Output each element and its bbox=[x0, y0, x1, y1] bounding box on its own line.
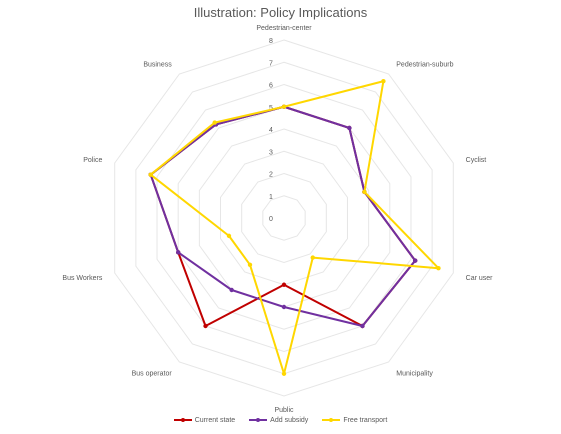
category-label: Bus operator bbox=[132, 371, 173, 378]
data-point bbox=[226, 233, 232, 239]
legend-item: Free transport bbox=[322, 416, 387, 424]
tick-label: 3 bbox=[269, 149, 273, 156]
data-point bbox=[281, 104, 287, 109]
tick-label: 5 bbox=[269, 105, 273, 112]
category-label: Public bbox=[274, 407, 294, 414]
data-point bbox=[412, 258, 418, 263]
category-labels: Pedestrian-center Pedestrian-suburb Cyclis… bbox=[62, 25, 493, 414]
series-line bbox=[149, 105, 417, 328]
legend-label: Add subsidy bbox=[270, 416, 309, 424]
tick-label: 0 bbox=[269, 216, 273, 223]
data-point bbox=[360, 323, 365, 329]
category-label: Police bbox=[83, 157, 102, 164]
data-point bbox=[175, 250, 181, 255]
data-point bbox=[310, 255, 315, 260]
grid-ring bbox=[262, 195, 306, 241]
grid-ring bbox=[177, 106, 391, 330]
grid-ring bbox=[114, 39, 454, 397]
data-point bbox=[281, 371, 287, 376]
data-point bbox=[381, 78, 386, 84]
legend: Current state Add subsidy Free transport bbox=[0, 416, 561, 424]
data-point bbox=[203, 323, 208, 329]
tick-label: 4 bbox=[269, 127, 273, 134]
tick-label: 7 bbox=[269, 60, 273, 67]
series-layer bbox=[148, 78, 441, 376]
data-point bbox=[347, 125, 352, 131]
chart-title: Illustration: Policy Implications bbox=[193, 5, 368, 20]
data-point bbox=[148, 172, 153, 177]
radial-tick-labels: 0 1 2 3 4 5 6 7 8 bbox=[269, 38, 273, 223]
data-point bbox=[362, 189, 367, 195]
legend-item: Add subsidy bbox=[249, 416, 308, 424]
tick-label: 6 bbox=[269, 83, 273, 90]
grid-ring bbox=[241, 172, 327, 264]
series-add-subsidy bbox=[148, 104, 418, 329]
grid-ring bbox=[220, 150, 348, 286]
category-label: Cyclist bbox=[466, 157, 487, 164]
series-current-state bbox=[148, 104, 418, 329]
tick-label: 8 bbox=[269, 38, 273, 45]
legend-swatch bbox=[249, 416, 268, 424]
category-label: Bus Workers bbox=[62, 275, 102, 282]
category-label: Business bbox=[143, 61, 172, 68]
category-label: Pedestrian-center bbox=[256, 25, 312, 32]
category-label: Car user bbox=[466, 275, 494, 282]
grid-ring bbox=[135, 61, 433, 375]
legend-item: Current state bbox=[173, 416, 236, 424]
tick-label: 2 bbox=[269, 172, 273, 179]
category-label: Pedestrian-suburb bbox=[396, 61, 453, 68]
grid-ring bbox=[156, 83, 412, 353]
series-free-transport bbox=[148, 78, 441, 376]
legend-swatch bbox=[322, 416, 341, 424]
data-point bbox=[212, 120, 217, 125]
legend-label: Current state bbox=[194, 416, 236, 424]
tick-label: 1 bbox=[269, 194, 273, 201]
grid-ring bbox=[198, 128, 370, 308]
data-point bbox=[281, 304, 287, 310]
series-line bbox=[149, 105, 417, 328]
data-point bbox=[247, 262, 253, 268]
data-point bbox=[229, 287, 234, 293]
category-label: Municipality bbox=[396, 371, 433, 378]
legend-label: Free transport bbox=[343, 416, 388, 424]
data-point bbox=[281, 282, 287, 287]
series-line bbox=[149, 80, 440, 375]
data-point bbox=[436, 265, 441, 271]
legend-swatch bbox=[173, 416, 192, 424]
